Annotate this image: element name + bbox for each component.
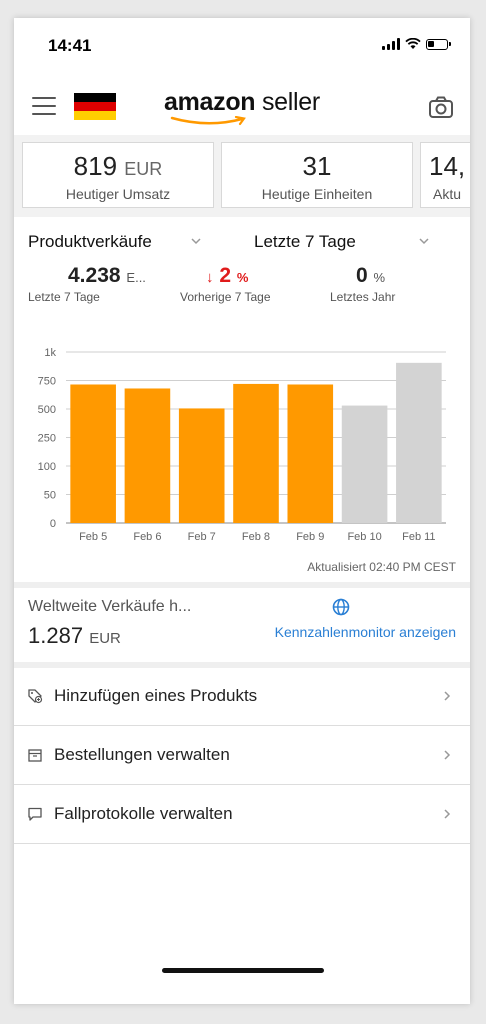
chevron-down-icon[interactable] bbox=[190, 235, 202, 247]
chevron-right-icon bbox=[444, 691, 451, 701]
menu-hamburger-icon[interactable] bbox=[32, 97, 56, 115]
chart-bar[interactable] bbox=[124, 388, 171, 523]
menu-item-manage-orders[interactable]: Bestellungen verwalten bbox=[14, 727, 470, 785]
metric-label: Letztes Jahr bbox=[330, 290, 396, 304]
menu-item-add-product[interactable]: Hinzufügen eines Produkts bbox=[14, 668, 470, 726]
globe-icon[interactable] bbox=[332, 598, 350, 616]
chart-x-tick-label: Feb 5 bbox=[79, 531, 107, 543]
metric-value: 0 bbox=[356, 264, 368, 287]
chart-bar[interactable] bbox=[287, 384, 334, 523]
menu-item-case-logs[interactable]: Fallprotokolle verwalten bbox=[14, 786, 470, 844]
chart-y-tick-label: 250 bbox=[38, 433, 56, 445]
chart-x-tick-label: Feb 10 bbox=[347, 531, 381, 543]
chart-bar[interactable] bbox=[396, 362, 442, 523]
metric-value: 2 bbox=[219, 264, 232, 287]
worldwide-amount: 1.287 bbox=[28, 623, 84, 648]
wifi-icon bbox=[405, 38, 421, 49]
section-divider bbox=[14, 662, 470, 668]
chart-x-tick-label: Feb 6 bbox=[133, 531, 161, 543]
metric-unit: E... bbox=[126, 270, 146, 285]
status-icons bbox=[382, 38, 451, 50]
app-header: amazon seller bbox=[14, 88, 470, 132]
chart-y-tick-label: 100 bbox=[38, 461, 56, 473]
logo-brand: amazon bbox=[164, 88, 256, 116]
kpi-card-revenue[interactable]: 819 EUR Heutiger Umsatz bbox=[22, 142, 214, 208]
chart-bar[interactable] bbox=[178, 408, 225, 523]
chevron-right-icon bbox=[444, 809, 451, 819]
kpi-card-units[interactable]: 31 Heutige Einheiten bbox=[221, 142, 413, 208]
menu-label: Bestellungen verwalten bbox=[54, 745, 230, 764]
metric-unit: % bbox=[373, 270, 386, 285]
chart-x-tick-label: Feb 9 bbox=[296, 531, 324, 543]
chevron-down-icon[interactable] bbox=[418, 235, 430, 247]
chart-bar[interactable] bbox=[233, 383, 279, 523]
status-time: 14:41 bbox=[48, 36, 92, 55]
chat-bubble-icon bbox=[28, 807, 42, 821]
metric-previous-7-days: ↓ 2 % Vorherige 7 Tage bbox=[180, 264, 271, 304]
section-divider bbox=[14, 582, 470, 588]
box-icon bbox=[28, 749, 42, 762]
chevron-right-icon bbox=[444, 750, 451, 760]
period-label: Letzte 7 Tage bbox=[254, 232, 356, 251]
metric-label: Vorherige 7 Tage bbox=[180, 290, 271, 304]
menu-label: Fallprotokolle verwalten bbox=[54, 804, 233, 823]
kpi-label: Aktu bbox=[433, 186, 462, 202]
menu-label: Hinzufügen eines Produkts bbox=[54, 686, 258, 705]
chart-y-tick-label: 1k bbox=[44, 347, 56, 359]
chart-bar[interactable] bbox=[70, 384, 116, 523]
battery-icon bbox=[426, 38, 451, 50]
kpi-value: 31 bbox=[302, 151, 332, 181]
tag-add-icon bbox=[28, 689, 43, 704]
sales-bar-chart: 0 50 100 250 500 750 1k Feb 5 Feb 6 Feb 7 Feb 8 Feb… bbox=[38, 347, 446, 543]
metric-last-7-days: 4.238 E... Letzte 7 Tage bbox=[28, 264, 146, 304]
logo-smile-icon bbox=[170, 116, 246, 126]
period-dropdown[interactable]: Letzte 7 Tage bbox=[254, 232, 356, 252]
kpi-unit: EUR bbox=[124, 159, 163, 179]
kpi-label: Heutiger Umsatz bbox=[65, 186, 171, 202]
kpi-card-partial[interactable]: 14, Aktu bbox=[420, 142, 470, 208]
kpi-label: Heutige Einheiten bbox=[261, 186, 373, 202]
sales-type-dropdown[interactable]: Produktverkäufe bbox=[28, 232, 152, 252]
chart-x-tick-label: Feb 7 bbox=[188, 531, 216, 543]
germany-flag-icon[interactable] bbox=[74, 93, 116, 120]
chart-y-tick-label: 500 bbox=[38, 404, 56, 416]
down-arrow-icon: ↓ bbox=[206, 269, 214, 286]
signal-icon bbox=[382, 38, 400, 50]
home-indicator[interactable] bbox=[162, 968, 324, 973]
camera-icon[interactable] bbox=[428, 94, 454, 120]
chart-y-tick-label: 0 bbox=[50, 518, 56, 530]
worldwide-sales-title: Weltweite Verkäufe h... bbox=[28, 598, 192, 615]
metric-unit: % bbox=[236, 270, 249, 285]
sales-type-label: Produktverkäufe bbox=[28, 232, 152, 251]
metric-label: Letzte 7 Tage bbox=[28, 290, 100, 304]
metric-last-year: 0 % Letztes Jahr bbox=[330, 264, 395, 304]
worldwide-unit: EUR bbox=[89, 630, 121, 647]
kpi-value: 819 bbox=[73, 151, 118, 181]
logo-suffix: seller bbox=[261, 88, 320, 116]
chart-y-tick-label: 750 bbox=[38, 376, 56, 388]
chart-bar[interactable] bbox=[341, 405, 388, 523]
kpi-value: 14, bbox=[429, 151, 466, 181]
phone-screen: 14:41 amazon seller bbox=[14, 18, 470, 1004]
worldwide-sales-value: 1.287 EUR bbox=[28, 623, 121, 649]
sales-filter-row: Produktverkäufe Letzte 7 Tage bbox=[14, 232, 470, 262]
metric-value: 4.238 bbox=[68, 264, 121, 287]
chart-y-tick-label: 50 bbox=[44, 490, 56, 502]
status-bar: 14:41 bbox=[14, 18, 470, 70]
amazon-seller-logo: amazon seller bbox=[164, 88, 320, 126]
metrics-monitor-link[interactable]: Kennzahlenmonitor anzeigen bbox=[274, 624, 456, 640]
chart-x-tick-label: Feb 11 bbox=[402, 531, 435, 543]
updated-timestamp: Aktualisiert 02:40 PM CEST bbox=[307, 560, 456, 574]
chart-x-tick-label: Feb 8 bbox=[242, 531, 270, 543]
